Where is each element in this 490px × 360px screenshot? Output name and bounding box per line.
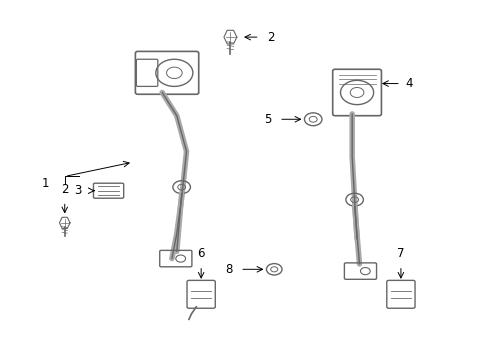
Text: 3: 3 [74,184,82,197]
Text: 2: 2 [61,183,69,196]
Text: 6: 6 [197,247,205,260]
Text: 8: 8 [225,263,233,276]
Text: 1: 1 [42,177,49,190]
Text: 4: 4 [406,77,413,90]
Text: 7: 7 [397,247,405,260]
Text: 2: 2 [267,31,274,44]
Text: 5: 5 [265,113,272,126]
